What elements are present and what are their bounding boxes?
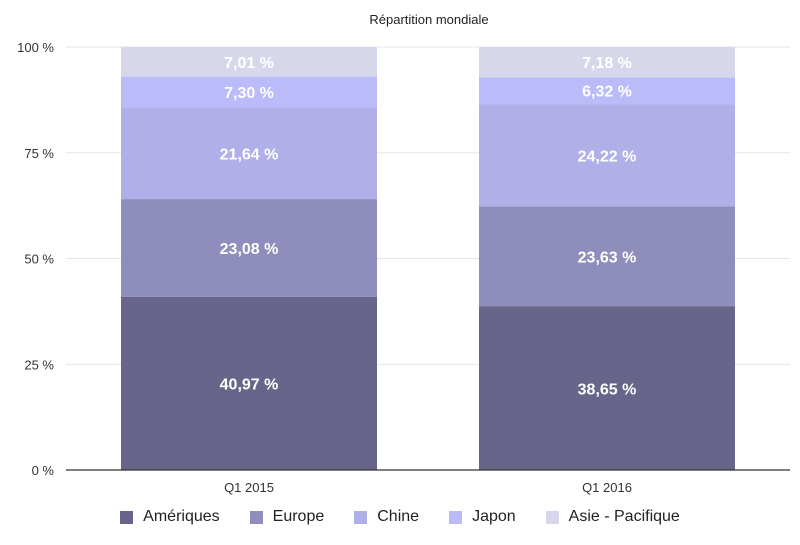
bar-segment <box>121 296 377 470</box>
data-label: 7,18 % <box>582 55 632 72</box>
y-tick-label: 50 % <box>24 252 54 267</box>
bar-segment <box>479 206 735 307</box>
bar-segment <box>479 47 735 78</box>
legend-item: Europe <box>249 508 325 526</box>
legend-label: Japon <box>472 508 516 525</box>
chart-title: Répartition mondiale <box>369 12 488 27</box>
legend-swatch <box>120 510 134 524</box>
bar-segment <box>121 76 377 108</box>
legend: Amériques Europe Chine Japon Asie - Pacifiqu… <box>0 504 800 530</box>
x-tick-label: Q1 2015 <box>224 480 274 495</box>
data-label: 7,01 % <box>224 55 274 72</box>
legend-item: Asie - Pacifique <box>545 508 680 526</box>
legend-swatch <box>449 510 463 524</box>
y-tick-label: 25 % <box>24 357 54 372</box>
data-label: 6,32 % <box>582 84 632 101</box>
x-tick-label: Q1 2016 <box>582 480 632 495</box>
legend-swatch <box>545 510 559 524</box>
bar-segment <box>121 199 377 297</box>
legend-swatch <box>249 510 263 524</box>
data-label: 38,65 % <box>578 381 637 398</box>
bar-segment <box>121 107 377 200</box>
legend-item: Chine <box>354 508 419 526</box>
data-label: 24,22 % <box>578 148 637 165</box>
data-label: 40,97 % <box>220 376 279 393</box>
legend-label: Europe <box>272 508 325 525</box>
legend-swatch <box>354 510 368 524</box>
y-axis-ticks: 0 % 25 % 50 % 75 % 100 % <box>17 40 54 478</box>
legend-label: Chine <box>377 508 420 525</box>
x-axis-ticks: Q1 2015 Q1 2016 <box>224 480 632 495</box>
data-label: 23,08 % <box>220 241 279 258</box>
legend-label: Amériques <box>143 508 220 525</box>
legend-label: Asie - Pacifique <box>568 508 680 525</box>
legend-item: Japon <box>449 508 516 526</box>
bar-segment <box>479 104 735 207</box>
bar-segment <box>479 77 735 105</box>
legend-item: Amériques <box>120 508 220 526</box>
y-tick-label: 100 % <box>17 40 54 55</box>
data-labels: 40,97 % 23,08 % 21,64 % 7,30 % 7,01 % 38,65 %… <box>220 55 637 398</box>
data-label: 23,63 % <box>578 250 637 267</box>
y-tick-label: 0 % <box>32 463 55 478</box>
data-label: 7,30 % <box>224 85 274 102</box>
bars <box>121 47 735 470</box>
bar-segment <box>479 306 735 470</box>
data-label: 21,64 % <box>220 146 279 163</box>
y-tick-label: 75 % <box>24 146 54 161</box>
bar-segment <box>121 47 377 77</box>
